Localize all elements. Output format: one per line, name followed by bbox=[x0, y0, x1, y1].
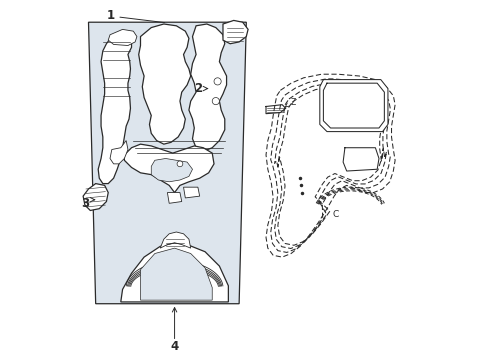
Polygon shape bbox=[319, 80, 387, 132]
Text: 3: 3 bbox=[81, 197, 89, 210]
Polygon shape bbox=[124, 144, 214, 193]
Polygon shape bbox=[277, 86, 383, 245]
Polygon shape bbox=[110, 140, 128, 164]
Polygon shape bbox=[183, 187, 199, 198]
Polygon shape bbox=[139, 24, 190, 144]
Polygon shape bbox=[88, 22, 246, 304]
Polygon shape bbox=[83, 184, 108, 211]
Polygon shape bbox=[121, 243, 228, 302]
Polygon shape bbox=[188, 24, 226, 151]
Polygon shape bbox=[151, 158, 192, 182]
Circle shape bbox=[212, 98, 219, 105]
Polygon shape bbox=[98, 31, 131, 184]
Text: C: C bbox=[332, 210, 338, 219]
Circle shape bbox=[177, 161, 183, 167]
Polygon shape bbox=[343, 148, 378, 171]
Text: 4: 4 bbox=[170, 340, 178, 353]
Polygon shape bbox=[140, 248, 212, 300]
Circle shape bbox=[214, 78, 221, 85]
Polygon shape bbox=[108, 30, 137, 45]
Polygon shape bbox=[223, 21, 247, 44]
Text: Z: Z bbox=[290, 98, 295, 107]
Polygon shape bbox=[167, 193, 182, 203]
Polygon shape bbox=[160, 232, 190, 248]
Text: 2: 2 bbox=[193, 82, 202, 95]
Text: 1: 1 bbox=[107, 9, 115, 22]
